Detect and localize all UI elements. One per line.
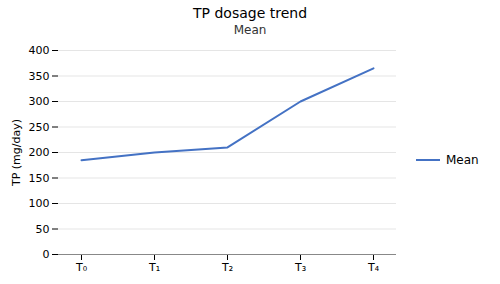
svg-text:T₂: T₂ (221, 261, 233, 274)
svg-text:300: 300 (29, 95, 50, 108)
svg-text:350: 350 (29, 70, 50, 83)
svg-text:0: 0 (43, 248, 50, 261)
html-text:TP dosage trend: TP dosage trend (193, 5, 307, 21)
svg-text:T₄: T₄ (367, 261, 380, 274)
html-text:Mean: Mean (233, 23, 267, 37)
svg-text:200: 200 (29, 146, 50, 159)
svg-text:T₃: T₃ (294, 261, 306, 274)
html-text:Mean: Mean (446, 153, 479, 167)
svg-text:100: 100 (29, 197, 50, 210)
svg-text:400: 400 (29, 44, 50, 57)
svg-text:T₀: T₀ (75, 261, 88, 274)
svg-text:250: 250 (29, 121, 50, 134)
svg-text:TP (mg/day): TP (mg/day) (10, 119, 23, 187)
svg-text:T₁: T₁ (148, 261, 160, 274)
svg-text:150: 150 (29, 172, 50, 185)
svg-text:50: 50 (36, 223, 50, 236)
